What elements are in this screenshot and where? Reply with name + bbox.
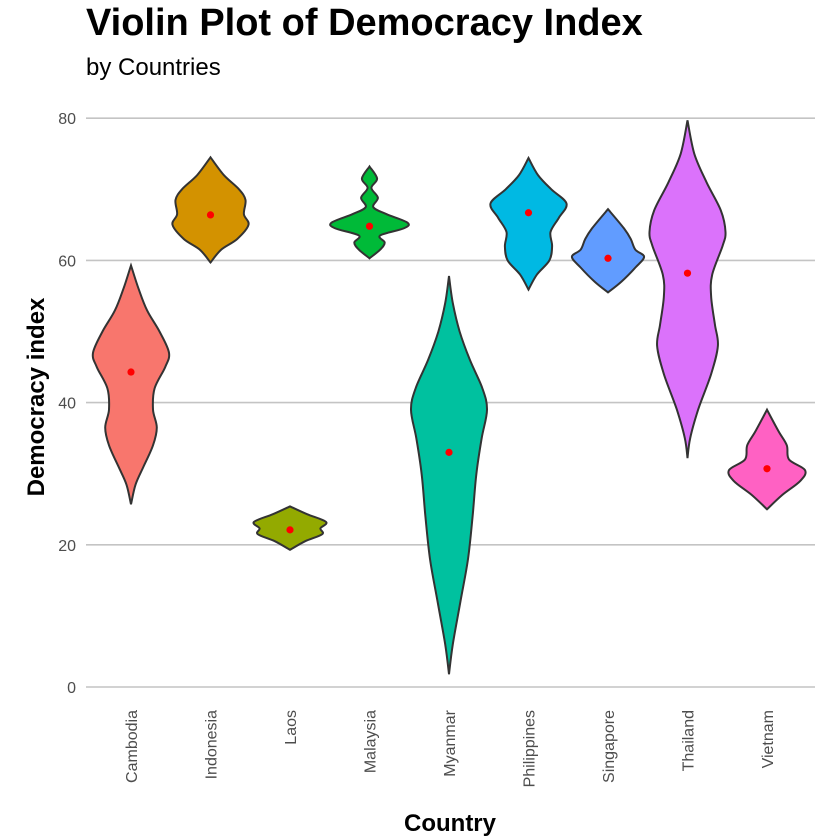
- y-tick-label: 20: [58, 538, 76, 555]
- violin-myanmar: [409, 275, 489, 675]
- mean-point-malaysia: [365, 222, 374, 230]
- x-tick-label-thailand: Thailand: [681, 710, 698, 771]
- y-tick-labels: 0 20 40 60 80: [58, 111, 76, 697]
- x-tick-label-singapore: Singapore: [601, 710, 618, 783]
- mean-markers: [127, 209, 771, 534]
- chart-subtitle: by Countries: [86, 54, 221, 81]
- mean-point-philippines: [524, 209, 533, 217]
- violin-cambodia: [91, 262, 171, 505]
- y-tick-label: 40: [58, 396, 76, 413]
- x-tick-label-laos: Laos: [283, 710, 300, 745]
- violin-thailand: [648, 120, 727, 459]
- y-tick-label: 60: [58, 253, 76, 270]
- y-axis-label: Democracy index: [23, 297, 50, 496]
- violin-philippines: [489, 155, 568, 292]
- x-tick-label-philippines: Philippines: [522, 710, 539, 787]
- y-tick-label: 80: [58, 111, 76, 128]
- mean-point-vietnam: [763, 465, 771, 473]
- y-tick-label: 0: [67, 680, 76, 697]
- mean-point-indonesia: [206, 211, 215, 219]
- x-tick-label-malaysia: Malaysia: [363, 710, 380, 773]
- mean-point-laos: [286, 526, 294, 534]
- x-tick-label-myanmar: Myanmar: [442, 709, 459, 776]
- x-tick-label-cambodia: Cambodia: [124, 710, 141, 783]
- x-tick-labels: Cambodia Indonesia Laos Malaysia Myanmar Phil…: [124, 709, 777, 787]
- mean-point-myanmar: [445, 448, 453, 456]
- violin-singapore: [570, 207, 646, 294]
- violin-vietnam: [727, 407, 807, 511]
- x-axis-label: Country: [404, 810, 497, 837]
- mean-point-singapore: [604, 254, 612, 262]
- mean-point-cambodia: [127, 368, 135, 376]
- x-tick-label-vietnam: Vietnam: [760, 710, 777, 768]
- chart-title: Violin Plot of Democracy Index: [86, 2, 643, 44]
- violin-malaysia: [329, 164, 410, 260]
- violin-indonesia: [171, 155, 250, 265]
- x-tick-label-indonesia: Indonesia: [204, 710, 221, 779]
- violins: [91, 120, 807, 675]
- mean-point-thailand: [683, 269, 692, 277]
